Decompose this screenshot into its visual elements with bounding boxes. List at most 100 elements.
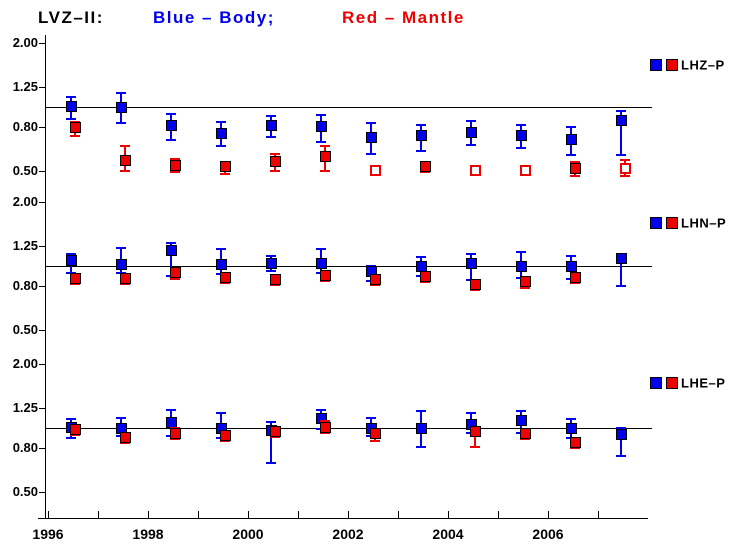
error-bar-cap [316,141,326,143]
y-tick [39,246,45,247]
error-bar-cap [170,158,180,160]
x-tick [98,511,99,518]
body-point [416,130,427,141]
legend-body-swatch-icon [650,376,662,389]
y-tick [39,364,45,365]
error-bar-cap [266,462,276,464]
error-bar [270,422,272,464]
y-tick [39,286,45,287]
error-bar-cap [466,120,476,122]
mantle-point [220,430,231,441]
title-body-label: Blue – Body; [153,8,275,27]
x-tick [498,511,499,518]
mantle-point [270,426,281,437]
y-tick-label: 0.80 [12,119,38,134]
y-tick-label: 1.25 [12,400,38,415]
mantle-point [170,267,181,278]
error-bar-cap [366,122,376,124]
error-bar [474,427,476,447]
error-bar-cap [116,247,126,249]
body-point [166,120,177,131]
y-tick-label: 0.80 [12,278,38,293]
x-tick [548,511,549,518]
error-bar-cap [566,154,576,156]
error-bar-cap [66,96,76,98]
legend-mantle-swatch-icon [666,216,678,229]
error-bar-cap [266,421,276,423]
y-tick-label: 0.50 [12,322,38,337]
error-bar-cap [270,436,280,438]
y-tick [39,492,45,493]
error-bar-cap [416,410,426,412]
title-prefix: LVZ–II: [38,8,104,27]
y-tick-label: 0.50 [12,484,38,499]
y-tick [39,408,45,409]
error-bar-cap [466,412,476,414]
mantle-point [470,426,481,437]
legend-mantle-swatch-icon [666,58,678,71]
error-bar-cap [470,446,480,448]
error-bar-cap [416,446,426,448]
y-tick-label: 0.80 [12,440,38,455]
body-point [416,423,427,434]
x-tick-label: 1996 [32,526,64,542]
error-bar-cap [516,410,526,412]
mantle-point [270,274,281,285]
legend-lhz: LHZ–P [650,56,725,73]
error-bar-cap [166,113,176,115]
y-tick [39,43,45,44]
mantle-point [320,270,331,281]
mantle-point [170,160,181,171]
error-bar-cap [320,145,330,147]
error-bar-cap [416,124,426,126]
mantle-point [70,122,81,133]
error-bar-cap [316,114,326,116]
x-tick [398,511,399,518]
reference-line [45,266,652,267]
y-tick [39,171,45,172]
error-bar-cap [566,255,576,257]
error-bar-cap [566,418,576,420]
error-bar-cap [570,447,580,449]
mantle-point [70,424,81,435]
error-bar-cap [316,409,326,411]
error-bar-cap [466,144,476,146]
body-point [316,121,327,132]
error-bar-cap [66,253,76,255]
y-tick [39,202,45,203]
y-tick [39,127,45,128]
error-bar-cap [66,118,76,120]
body-point [216,259,227,270]
reference-line [45,107,652,108]
error-bar-cap [620,159,630,161]
mantle-point [220,272,231,283]
error-bar-cap [520,438,530,440]
error-bar-cap [166,139,176,141]
error-bar-cap [266,115,276,117]
body-point [66,255,77,266]
error-bar-cap [120,170,130,172]
body-point [616,429,627,440]
error-bar-cap [320,420,330,422]
legend-mantle-swatch-icon [666,376,678,389]
legend-label-lhn: LHN–P [681,215,727,231]
x-tick-label: 2004 [432,526,464,542]
error-bar-cap [470,289,480,291]
x-tick [198,511,199,518]
y-tick-label: 0.50 [12,163,38,178]
x-tick [298,511,299,518]
error-bar-cap [416,150,426,152]
body-point [616,253,627,264]
error-bar-cap [616,154,626,156]
error-bar-cap [220,173,230,175]
mantle-point [170,428,181,439]
error-bar-cap [266,255,276,257]
legend-label-lhz: LHZ–P [681,57,725,73]
error-bar-cap [70,283,80,285]
mantle-point [570,437,581,448]
y-tick [39,448,45,449]
mantle-point [120,273,131,284]
mantle-point [570,272,581,283]
error-bar-cap [620,175,630,177]
error-bar-cap [466,253,476,255]
